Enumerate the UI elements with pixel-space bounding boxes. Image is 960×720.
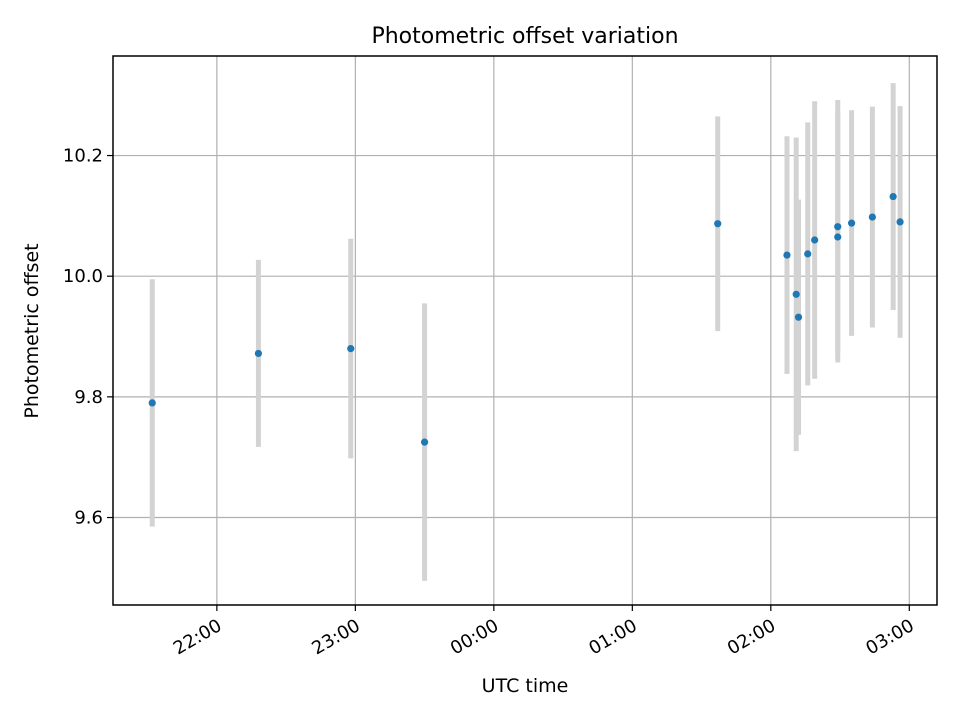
data-point — [804, 250, 812, 258]
data-point — [834, 233, 842, 241]
data-point — [792, 290, 800, 298]
plot-area: 22:00 23:00 00:00 01:00 02:00 03:009.69.810.0… — [63, 55, 938, 659]
x-axis-label: UTC time — [482, 675, 569, 697]
y-tick-label: 9.8 — [74, 387, 103, 408]
data-point — [794, 313, 803, 321]
y-tick-label: 9.6 — [74, 508, 103, 529]
data-point — [347, 344, 355, 353]
data-point — [896, 218, 904, 226]
chart-title: Photometric offset variation — [371, 24, 678, 49]
y-tick-label: 10.2 — [63, 146, 103, 167]
data-point — [868, 213, 876, 221]
y-axis-label: Photometric offset — [21, 243, 43, 418]
data-point — [783, 251, 791, 259]
axes-frame — [112, 55, 938, 606]
data-point — [254, 349, 263, 358]
data-point — [889, 192, 897, 201]
data-point — [834, 223, 842, 231]
data-point — [148, 399, 156, 407]
y-tick-label: 10.0 — [63, 266, 103, 287]
data-point — [714, 220, 722, 228]
data-point — [847, 219, 856, 227]
data-point — [420, 438, 429, 446]
data-point — [811, 236, 819, 244]
